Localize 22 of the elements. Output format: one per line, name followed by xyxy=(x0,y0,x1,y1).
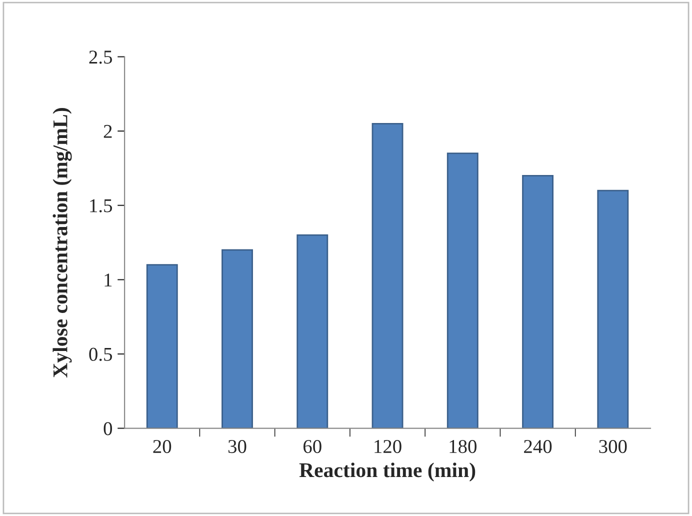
bar xyxy=(597,190,629,428)
y-tick-label: 2.5 xyxy=(89,50,112,64)
x-tick-label: 20 xyxy=(153,440,172,454)
y-tick-label: 2 xyxy=(104,124,112,138)
x-tick-label: 60 xyxy=(304,440,322,454)
bar xyxy=(296,234,328,428)
y-tick-label: 1 xyxy=(104,274,112,286)
x-tick-label: 180 xyxy=(450,440,476,454)
bar xyxy=(372,122,404,428)
x-tick-label: 120 xyxy=(374,440,402,454)
bar xyxy=(522,174,554,428)
x-tick-label: 300 xyxy=(599,440,627,454)
x-axis-title: Reaction time (min) xyxy=(299,462,476,482)
y-axis-title: Xylose concentration (mg/mL) xyxy=(52,108,72,378)
bar xyxy=(222,249,253,428)
y-tick-label: 0.5 xyxy=(89,348,112,361)
bar xyxy=(446,152,478,428)
x-tick-label: 240 xyxy=(524,440,552,454)
y-tick-label: 1.5 xyxy=(90,199,112,212)
x-tick-label: 30 xyxy=(228,440,246,454)
y-tick-label: 0 xyxy=(104,422,112,436)
bar xyxy=(146,264,178,428)
